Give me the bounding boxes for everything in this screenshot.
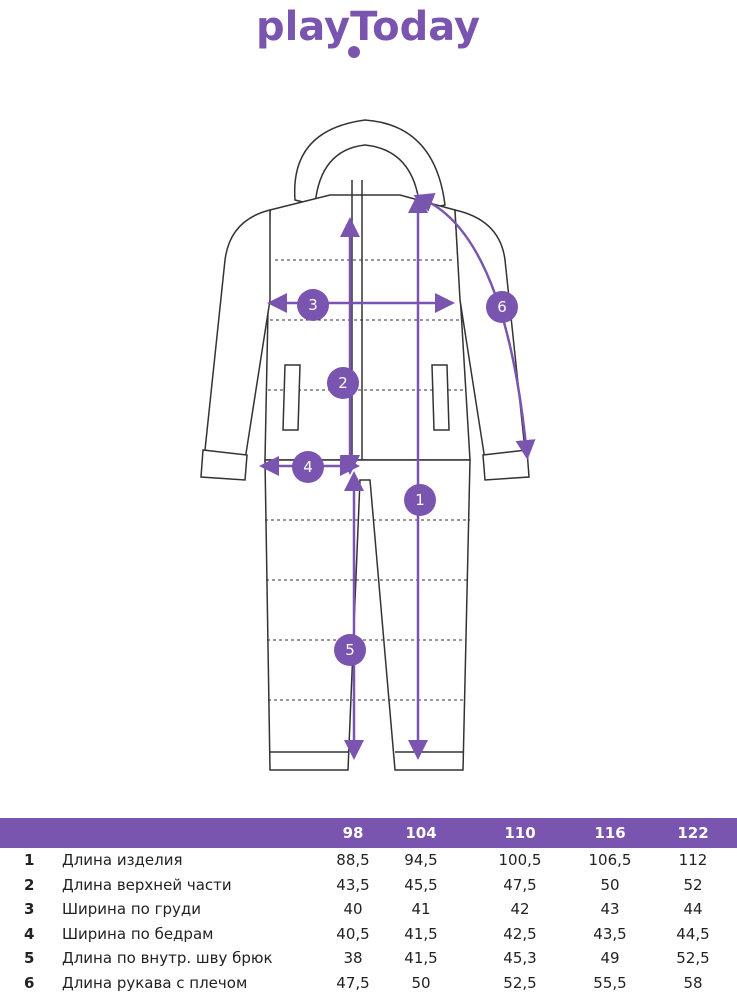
cell-value: 44,5 xyxy=(676,924,710,943)
cell-value: 43,5 xyxy=(593,924,627,943)
table-row: 6 Длина рукава с плечом 47,5 50 52,5 55,5 58 xyxy=(0,974,737,998)
row-label: Ширина по груди xyxy=(62,900,201,918)
cell-value: 55,5 xyxy=(593,973,627,992)
cell-value: 43,5 xyxy=(336,875,370,894)
svg-text:1: 1 xyxy=(415,491,425,509)
size-header: 116 xyxy=(594,824,626,842)
brand-logo: playToday xyxy=(256,4,480,58)
marker-1: 1 xyxy=(404,484,436,516)
svg-text:3: 3 xyxy=(308,296,318,314)
garment-outline xyxy=(200,119,530,771)
cell-value: 47,5 xyxy=(336,973,370,992)
cell-value: 106,5 xyxy=(588,851,632,869)
cell-value: 88,5 xyxy=(336,851,370,869)
size-table-header: 98 104 110 116 122 xyxy=(0,818,737,848)
svg-text:4: 4 xyxy=(303,458,313,476)
svg-text:playToday: playToday xyxy=(256,4,480,50)
marker-3: 3 xyxy=(297,289,329,321)
cell-value: 47,5 xyxy=(503,875,537,894)
cell-value: 50 xyxy=(600,875,620,894)
svg-text:6: 6 xyxy=(497,298,507,316)
row-number: 5 xyxy=(24,949,35,967)
cell-value: 38 xyxy=(343,949,363,967)
cell-value: 52 xyxy=(683,875,703,894)
garment-diagram: 1 2 3 4 5 6 xyxy=(200,119,536,771)
size-header: 104 xyxy=(405,824,437,842)
cell-value: 42,5 xyxy=(503,924,537,943)
cell-value: 43 xyxy=(600,900,620,918)
cell-value: 49 xyxy=(600,949,620,967)
table-row: 2 Длина верхней части 43,5 45,5 47,5 50 52 xyxy=(0,876,737,900)
row-label: Ширина по бедрам xyxy=(62,924,214,943)
svg-text:5: 5 xyxy=(345,641,355,659)
size-header: 122 xyxy=(677,824,709,842)
size-header: 98 xyxy=(342,824,364,842)
cell-value: 52,5 xyxy=(503,973,537,992)
row-label: Длина по внутр. шву брюк xyxy=(62,949,273,967)
row-number: 1 xyxy=(24,851,35,869)
cell-value: 44 xyxy=(683,900,703,918)
svg-text:2: 2 xyxy=(338,374,348,392)
cell-value: 40,5 xyxy=(336,924,370,943)
cell-value: 50 xyxy=(411,973,431,992)
row-number: 6 xyxy=(24,973,35,992)
cell-value: 41 xyxy=(411,900,431,918)
row-label: Длина верхней части xyxy=(62,875,232,894)
row-label: Длина рукава с плечом xyxy=(62,973,248,992)
cell-value: 45,5 xyxy=(404,875,438,894)
size-header: 110 xyxy=(504,824,536,842)
table-row: 5 Длина по внутр. шву брюк 38 41,5 45,3 49 52,… xyxy=(0,949,737,973)
marker-2: 2 xyxy=(327,367,359,399)
cell-value: 42 xyxy=(510,900,530,918)
marker-4: 4 xyxy=(292,451,324,483)
measurement-markers: 1 2 3 4 5 6 xyxy=(292,289,518,666)
marker-5: 5 xyxy=(334,634,366,666)
table-row: 1 Длина изделия 88,5 94,5 100,5 106,5 112 xyxy=(0,851,737,875)
table-row: 3 Ширина по груди 40 41 42 43 44 xyxy=(0,900,737,924)
cell-value: 41,5 xyxy=(404,949,438,967)
cell-value: 94,5 xyxy=(404,851,438,869)
cell-value: 40 xyxy=(343,900,363,918)
row-number: 3 xyxy=(24,900,35,918)
cell-value: 41,5 xyxy=(404,924,438,943)
marker-6: 6 xyxy=(486,291,518,323)
table-row: 4 Ширина по бедрам 40,5 41,5 42,5 43,5 44,5 xyxy=(0,925,737,949)
cell-value: 112 xyxy=(678,851,708,869)
row-number: 4 xyxy=(24,924,35,943)
cell-value: 52,5 xyxy=(676,949,710,967)
cell-value: 100,5 xyxy=(498,851,542,869)
cell-value: 58 xyxy=(683,973,703,992)
row-number: 2 xyxy=(24,875,35,894)
row-label: Длина изделия xyxy=(62,851,183,869)
cell-value: 45,3 xyxy=(503,949,537,967)
